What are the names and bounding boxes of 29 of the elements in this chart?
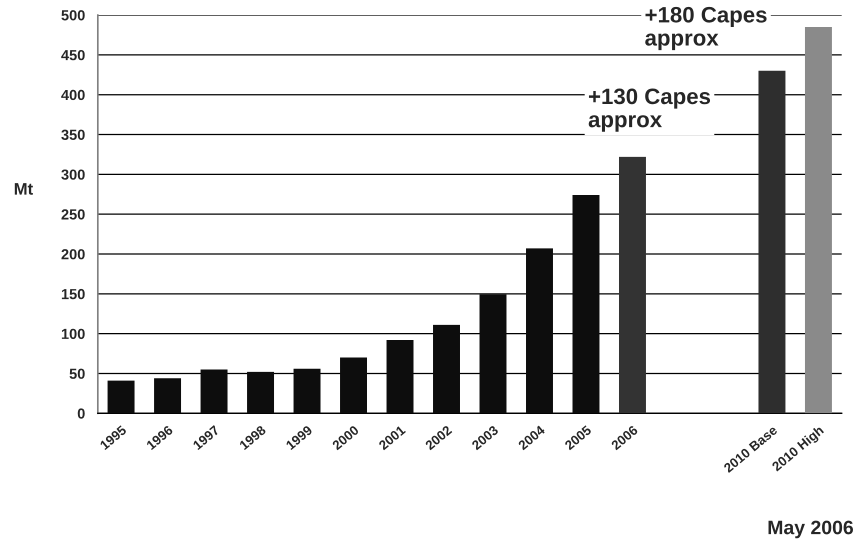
y-tick-label: 100 <box>62 328 85 340</box>
y-axis-title: Mt <box>14 183 33 195</box>
y-tick-label: 50 <box>70 368 85 379</box>
bar <box>200 369 228 414</box>
bar <box>433 324 460 414</box>
bar <box>247 372 274 414</box>
bar <box>108 380 135 414</box>
y-tick-label: 250 <box>61 209 85 220</box>
y-tick-label: 200 <box>61 249 85 260</box>
bar <box>758 70 786 414</box>
y-tick-label: 0 <box>78 408 85 419</box>
y-tick-label: 500 <box>61 10 85 20</box>
bar <box>154 378 182 414</box>
y-tick-label: 350 <box>61 130 85 140</box>
bar <box>340 358 368 414</box>
y-tick-label: 400 <box>61 90 85 100</box>
bar <box>804 26 832 414</box>
y-tick-label: 300 <box>61 169 85 180</box>
y-tick-label: 450 <box>61 50 85 60</box>
bar <box>386 340 414 414</box>
text: May 2006 <box>768 520 854 538</box>
annotation: +130 Capes approx <box>588 88 710 132</box>
bar <box>618 156 646 414</box>
bar <box>480 294 506 414</box>
bar <box>572 195 600 414</box>
bar <box>526 248 553 414</box>
bar <box>294 368 321 414</box>
annotation: +180 Capes approx <box>645 6 767 50</box>
y-tick-label: 150 <box>62 288 85 300</box>
